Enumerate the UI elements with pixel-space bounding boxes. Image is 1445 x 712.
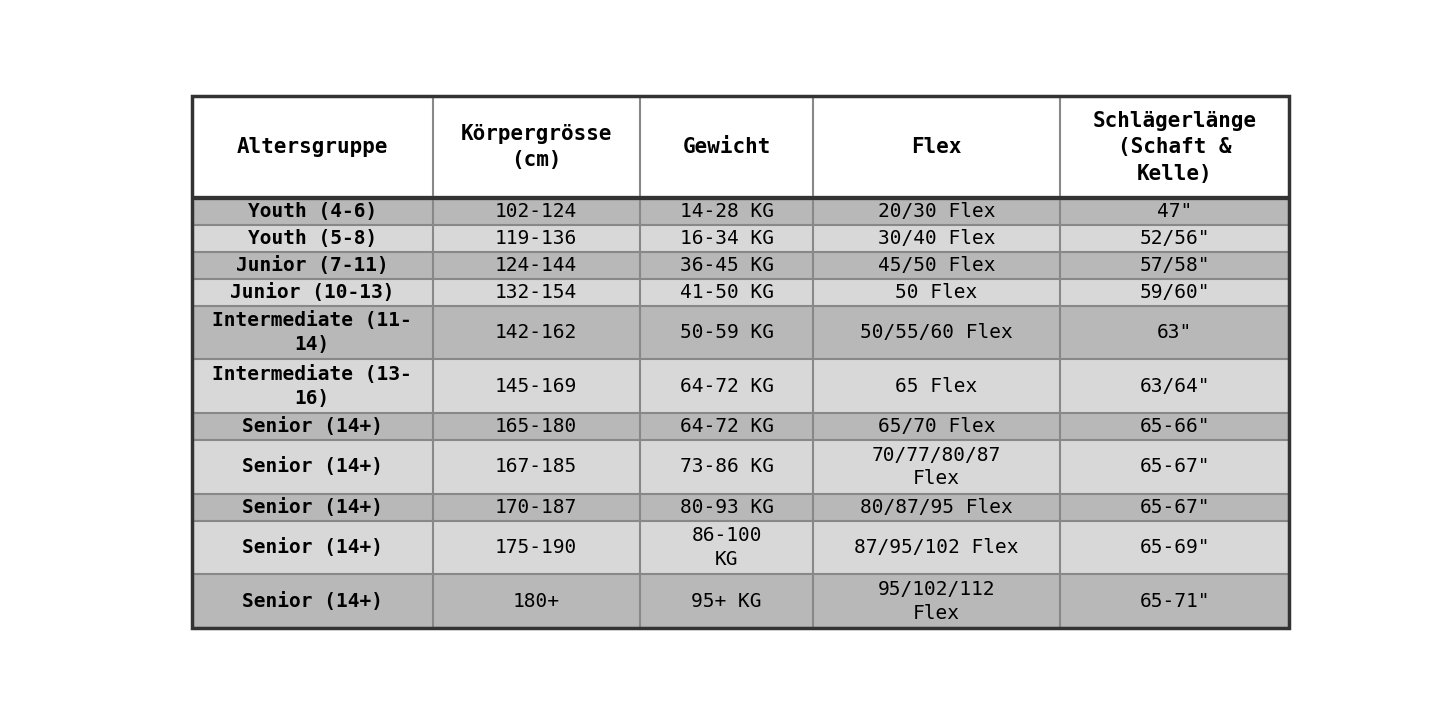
- Text: Intermediate (13-
16): Intermediate (13- 16): [212, 365, 412, 407]
- Text: 95/102/112
Flex: 95/102/112 Flex: [877, 580, 996, 622]
- Text: 65-69": 65-69": [1139, 538, 1209, 557]
- Text: Youth (5-8): Youth (5-8): [247, 229, 377, 248]
- Text: 63": 63": [1157, 323, 1192, 342]
- Bar: [192, 520, 1289, 575]
- Text: 14-28 KG: 14-28 KG: [679, 202, 773, 221]
- Text: 165-180: 165-180: [496, 417, 578, 436]
- Text: 52/56": 52/56": [1139, 229, 1209, 248]
- Bar: [192, 225, 1289, 252]
- Bar: [192, 440, 1289, 494]
- Text: 142-162: 142-162: [496, 323, 578, 342]
- Bar: [192, 494, 1289, 520]
- Text: Junior (10-13): Junior (10-13): [230, 283, 394, 302]
- Text: 119-136: 119-136: [496, 229, 578, 248]
- Text: Intermediate (11-
14): Intermediate (11- 14): [212, 311, 412, 354]
- Text: Flex: Flex: [912, 137, 962, 157]
- Bar: [192, 279, 1289, 305]
- Text: 16-34 KG: 16-34 KG: [679, 229, 773, 248]
- Text: Körpergrösse
(cm): Körpergrösse (cm): [461, 124, 611, 170]
- Text: 64-72 KG: 64-72 KG: [679, 377, 773, 396]
- Text: 95+ KG: 95+ KG: [691, 592, 762, 611]
- Bar: [192, 252, 1289, 279]
- Text: Schlägerlänge
(Schaft &
Kelle): Schlägerlänge (Schaft & Kelle): [1092, 111, 1257, 184]
- Text: 132-154: 132-154: [496, 283, 578, 302]
- Text: Senior (14+): Senior (14+): [241, 592, 383, 611]
- Text: Senior (14+): Senior (14+): [241, 457, 383, 476]
- Text: Senior (14+): Senior (14+): [241, 538, 383, 557]
- Text: 41-50 KG: 41-50 KG: [679, 283, 773, 302]
- Text: 167-185: 167-185: [496, 457, 578, 476]
- Text: 64-72 KG: 64-72 KG: [679, 417, 773, 436]
- Text: Altersgruppe: Altersgruppe: [237, 137, 387, 157]
- Text: 65-67": 65-67": [1139, 457, 1209, 476]
- Text: 50-59 KG: 50-59 KG: [679, 323, 773, 342]
- Bar: [192, 413, 1289, 440]
- Text: 65-71": 65-71": [1139, 592, 1209, 611]
- Text: 59/60": 59/60": [1139, 283, 1209, 302]
- Text: 30/40 Flex: 30/40 Flex: [877, 229, 996, 248]
- Bar: [192, 305, 1289, 360]
- Text: 180+: 180+: [513, 592, 559, 611]
- Text: 73-86 KG: 73-86 KG: [679, 457, 773, 476]
- Bar: [192, 96, 1289, 198]
- Text: 87/95/102 Flex: 87/95/102 Flex: [854, 538, 1019, 557]
- Text: Senior (14+): Senior (14+): [241, 498, 383, 517]
- Bar: [192, 360, 1289, 413]
- Text: Youth (4-6): Youth (4-6): [247, 202, 377, 221]
- Text: 70/77/80/87
Flex: 70/77/80/87 Flex: [871, 446, 1001, 488]
- Text: 50/55/60 Flex: 50/55/60 Flex: [860, 323, 1013, 342]
- Text: 45/50 Flex: 45/50 Flex: [877, 256, 996, 275]
- Text: Junior (7-11): Junior (7-11): [236, 256, 389, 275]
- Text: 124-144: 124-144: [496, 256, 578, 275]
- Text: 175-190: 175-190: [496, 538, 578, 557]
- Text: 36-45 KG: 36-45 KG: [679, 256, 773, 275]
- Text: 102-124: 102-124: [496, 202, 578, 221]
- Text: 80/87/95 Flex: 80/87/95 Flex: [860, 498, 1013, 517]
- Bar: [192, 198, 1289, 225]
- Text: 63/64": 63/64": [1139, 377, 1209, 396]
- Text: 65-67": 65-67": [1139, 498, 1209, 517]
- Text: 57/58": 57/58": [1139, 256, 1209, 275]
- Text: 80-93 KG: 80-93 KG: [679, 498, 773, 517]
- Text: Gewicht: Gewicht: [682, 137, 770, 157]
- Text: 50 Flex: 50 Flex: [896, 283, 978, 302]
- Text: 65 Flex: 65 Flex: [896, 377, 978, 396]
- Text: 170-187: 170-187: [496, 498, 578, 517]
- Bar: [192, 575, 1289, 628]
- Text: 145-169: 145-169: [496, 377, 578, 396]
- Text: 47": 47": [1157, 202, 1192, 221]
- Text: 65/70 Flex: 65/70 Flex: [877, 417, 996, 436]
- Text: 86-100
KG: 86-100 KG: [691, 526, 762, 569]
- Text: Senior (14+): Senior (14+): [241, 417, 383, 436]
- Text: 20/30 Flex: 20/30 Flex: [877, 202, 996, 221]
- Text: 65-66": 65-66": [1139, 417, 1209, 436]
